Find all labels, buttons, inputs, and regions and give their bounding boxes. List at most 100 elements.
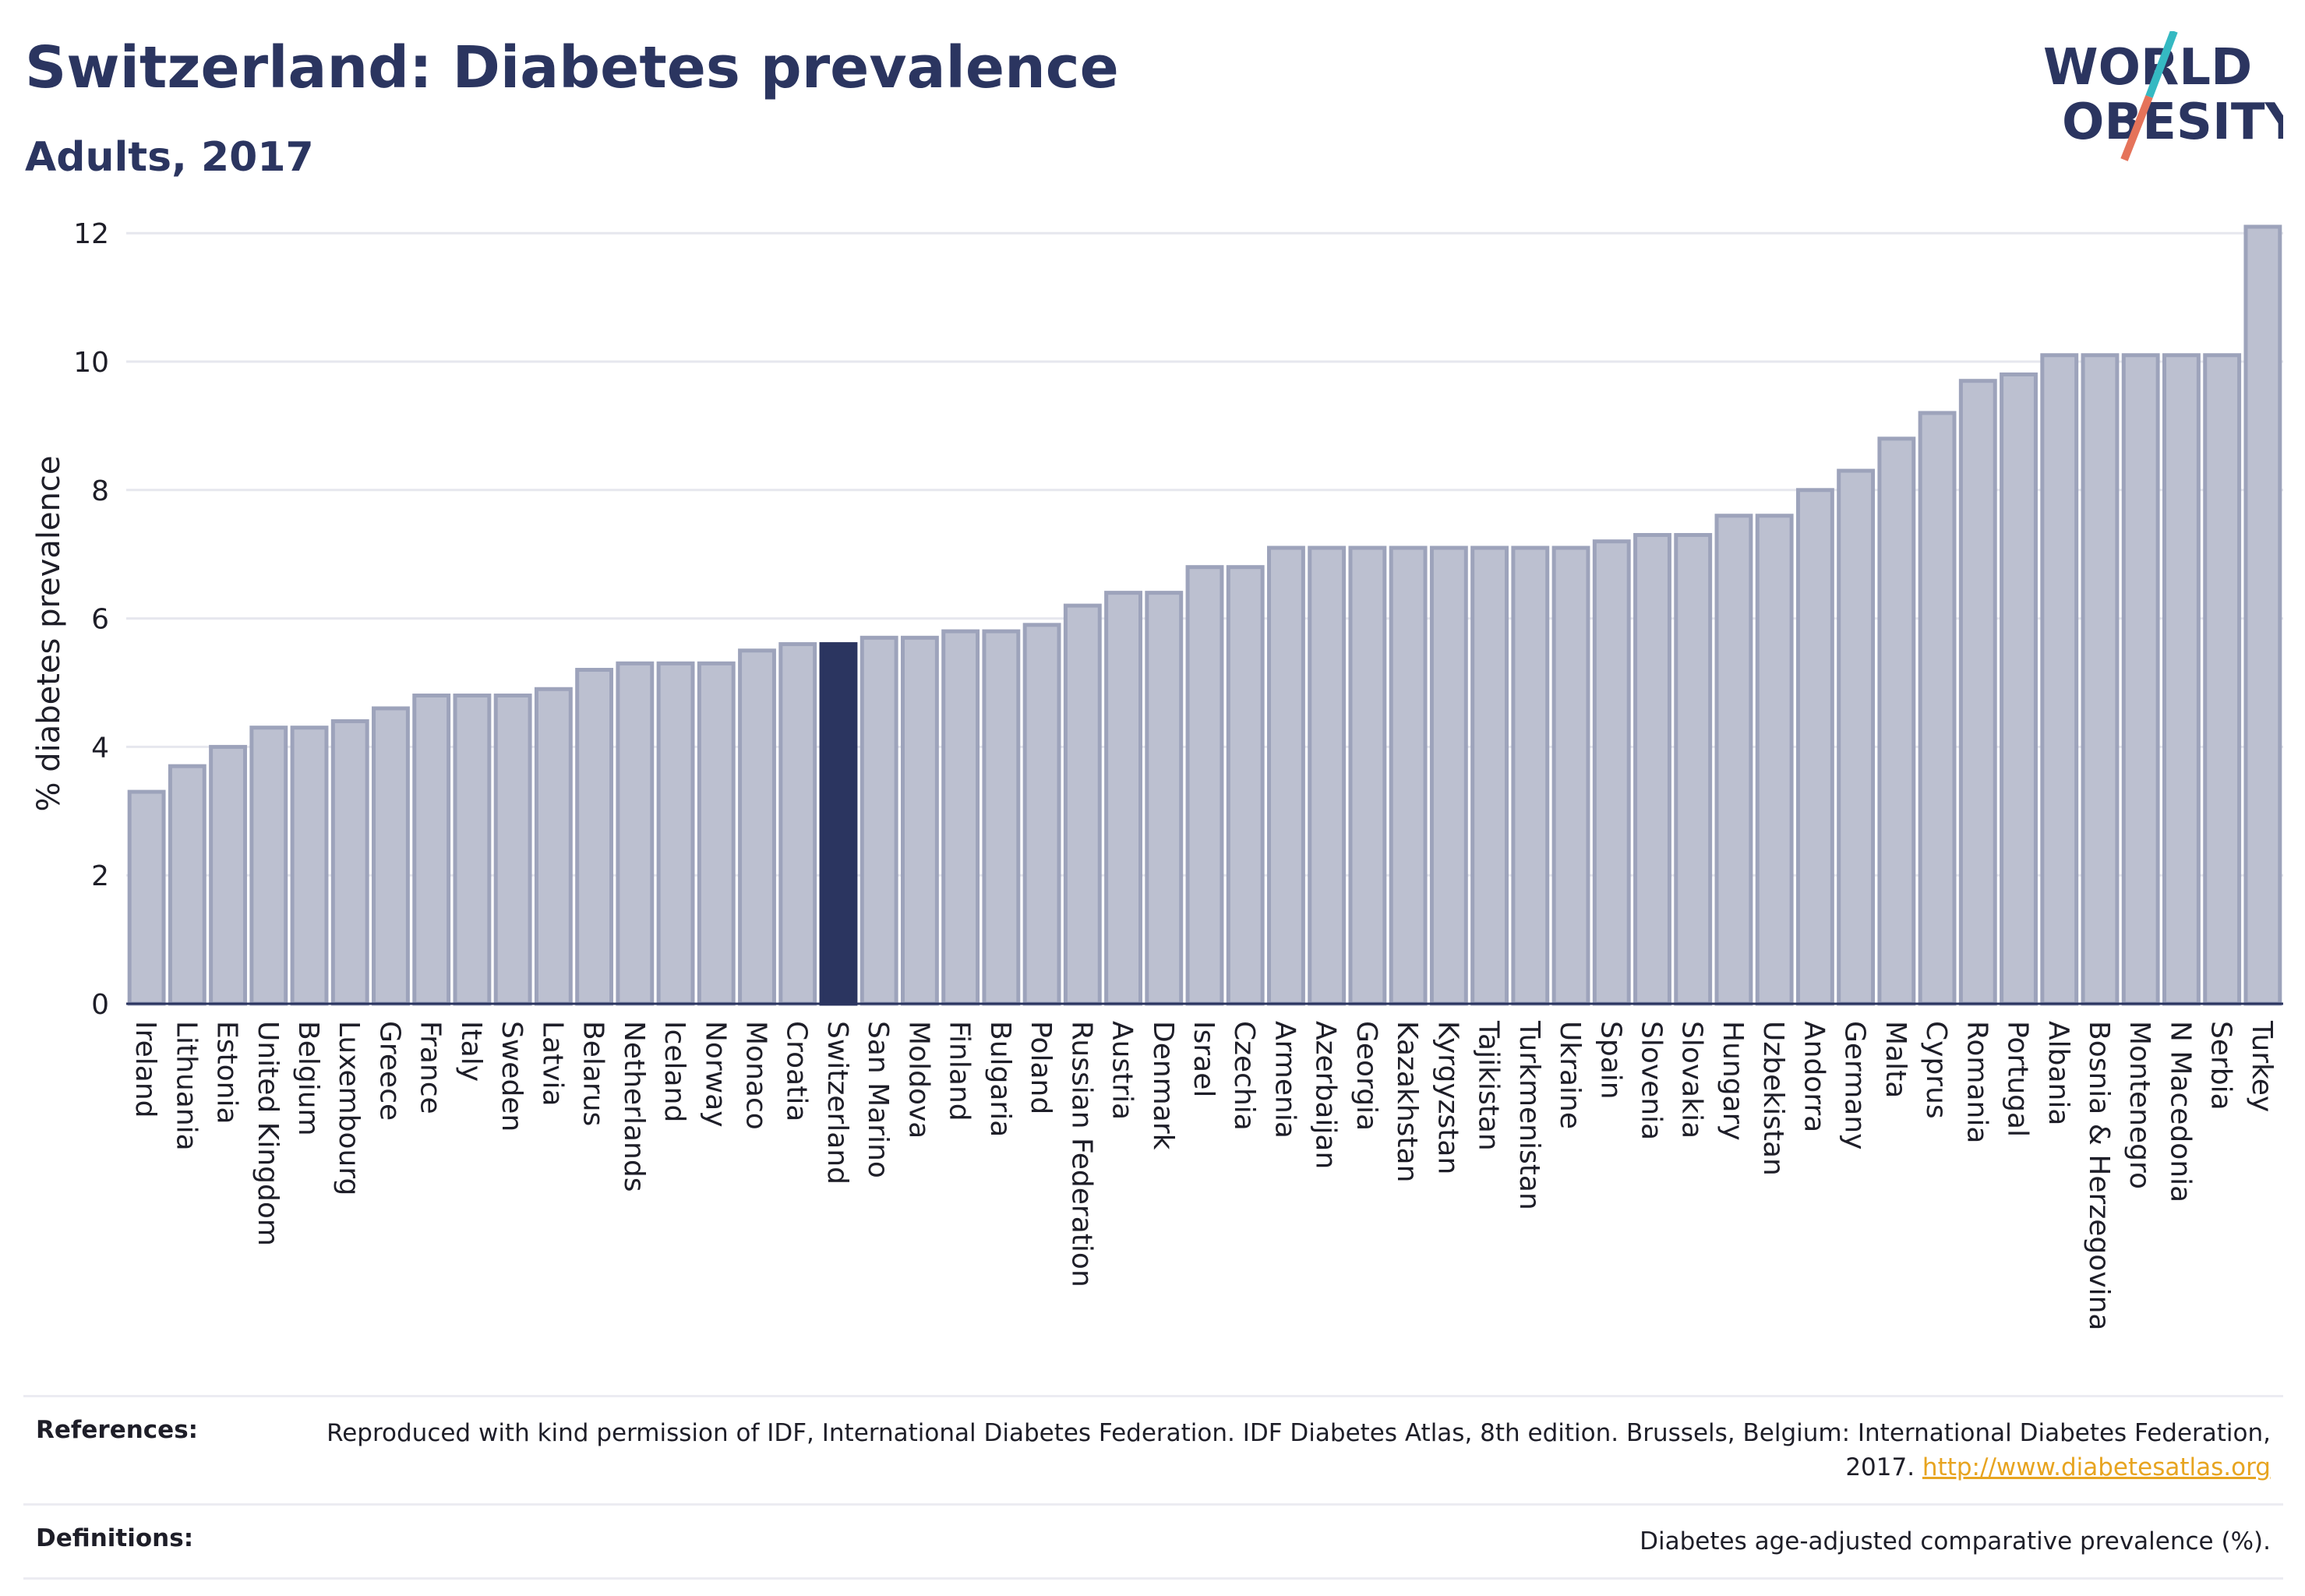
x-tick-label: Iceland: [658, 1021, 690, 1122]
x-tick-label: Serbia: [2205, 1021, 2237, 1110]
bar: [656, 661, 695, 1006]
y-tick-label: 10: [73, 347, 109, 379]
x-tick-label: Greece: [373, 1021, 405, 1121]
x-tick-label: Hungary: [1717, 1021, 1749, 1141]
x-tick-label: Albania: [2042, 1021, 2074, 1125]
x-tick-label: Montenegro: [2123, 1021, 2155, 1189]
bar: [1511, 546, 1550, 1006]
bar: [453, 693, 492, 1006]
x-tick-label: Bulgaria: [984, 1021, 1016, 1137]
references-text: Reproduced with kind permission of IDF, …: [323, 1416, 2271, 1485]
bar: [1918, 411, 1957, 1006]
x-tick-label: Cyprus: [1920, 1021, 1952, 1119]
bar: [575, 668, 614, 1006]
bar: [697, 661, 736, 1006]
x-tick-label: Monaco: [740, 1021, 772, 1130]
x-tick-label: Kyrgyzstan: [1431, 1021, 1463, 1174]
references-link[interactable]: http://www.diabetesatlas.org: [1922, 1453, 2271, 1481]
bar: [1022, 623, 1061, 1006]
bar: [1063, 603, 1102, 1006]
x-tick-label: Switzerland: [821, 1021, 853, 1185]
bar: [1837, 468, 1876, 1006]
logo-slash-coral: [2120, 95, 2153, 161]
page-title: Switzerland: Diabetes prevalence: [25, 34, 1119, 101]
definitions-text: Diabetes age-adjusted comparative preval…: [1640, 1527, 2271, 1555]
bar: [1429, 546, 1468, 1006]
x-tick-label: Finland: [944, 1021, 976, 1121]
x-tick-label: Lithuania: [170, 1021, 202, 1151]
bar: [2203, 353, 2242, 1006]
x-tick-label: Turkmenistan: [1513, 1020, 1545, 1210]
bar: [330, 719, 369, 1006]
x-tick-label: San Marino: [862, 1021, 894, 1178]
y-tick-label: 6: [91, 604, 109, 636]
bar: [616, 661, 655, 1006]
bar: [2162, 353, 2201, 1006]
logo-slash-teal: [2145, 31, 2178, 98]
bar: [1145, 591, 1184, 1006]
x-tick-label: Norway: [699, 1021, 731, 1128]
bar: [1470, 546, 1509, 1006]
y-axis-label: % diabetes prevalence: [31, 455, 67, 811]
x-tick-label: Ireland: [129, 1021, 161, 1118]
bar: [1714, 514, 1753, 1006]
references-row: References: Reproduced with kind permiss…: [23, 1395, 2283, 1503]
x-tick-label: Bosnia & Herzegovina: [2083, 1021, 2115, 1330]
references-label: References:: [36, 1416, 199, 1444]
x-tick-label: Denmark: [1147, 1021, 1179, 1150]
bar: [1674, 532, 1713, 1006]
x-tick-label: United Kingdom: [252, 1021, 284, 1246]
y-axis-ticks: 0 2 4 6 8 10 12: [73, 218, 109, 1021]
bar: [738, 648, 776, 1006]
bar: [290, 726, 329, 1006]
bar: [1958, 379, 1997, 1006]
x-tick-label: Belarus: [577, 1021, 609, 1126]
x-tick-label: Turkey: [2246, 1020, 2278, 1112]
x-tick-label: Estonia: [211, 1021, 243, 1125]
definitions-row: Definitions: Diabetes age-adjusted compa…: [23, 1503, 2283, 1580]
y-tick-label: 8: [91, 475, 109, 507]
x-tick-label: Italy: [455, 1021, 487, 1082]
bar: [941, 629, 980, 1006]
bar: [1551, 546, 1590, 1006]
x-tick-label: Slovakia: [1676, 1021, 1708, 1139]
x-tick-label: Sweden: [496, 1021, 528, 1132]
bar-highlighted: [819, 642, 858, 1006]
x-tick-label: Azerbaijan: [1310, 1021, 1342, 1169]
page-subtitle: Adults, 2017: [25, 134, 314, 181]
bar: [2081, 353, 2120, 1006]
x-tick-label: Russian Federation: [1065, 1021, 1097, 1287]
bar: [982, 629, 1021, 1006]
y-tick-label: 4: [91, 732, 109, 764]
bar: [534, 687, 573, 1006]
x-tick-label: Malta: [1880, 1021, 1911, 1098]
x-tick-label: Andorra: [1798, 1021, 1830, 1132]
x-axis-labels: Ireland Lithuania Estonia United Kingdom Bel…: [129, 1020, 2278, 1330]
x-tick-label: Israel: [1188, 1021, 1220, 1097]
x-tick-label: Croatia: [781, 1021, 813, 1121]
x-tick-label: Uzbekistan: [1757, 1021, 1789, 1176]
bar: [1633, 532, 1671, 1006]
x-tick-label: Romania: [1961, 1021, 1993, 1143]
bar: [1185, 565, 1224, 1006]
x-tick-label: Czechia: [1228, 1021, 1260, 1131]
bar: [1795, 488, 1834, 1006]
bar: [1104, 591, 1142, 1006]
bar: [900, 635, 939, 1006]
bar: [2243, 224, 2282, 1006]
bar: [1592, 539, 1631, 1006]
bar: [2121, 353, 2160, 1006]
bar: [1877, 436, 1916, 1006]
x-tick-label: Portugal: [2002, 1021, 2034, 1137]
x-tick-label: Germany: [1839, 1021, 1871, 1149]
bar: [860, 635, 898, 1006]
definitions-label: Definitions:: [36, 1524, 194, 1552]
bars: [127, 224, 2282, 1006]
y-tick-label: 12: [73, 218, 109, 250]
x-tick-label: Latvia: [536, 1021, 568, 1107]
x-tick-label: Spain: [1594, 1021, 1626, 1100]
x-tick-label: Netherlands: [618, 1021, 650, 1192]
x-tick-label: Austria: [1107, 1021, 1138, 1120]
x-tick-label: Armenia: [1269, 1021, 1301, 1139]
x-tick-label: France: [415, 1021, 447, 1114]
